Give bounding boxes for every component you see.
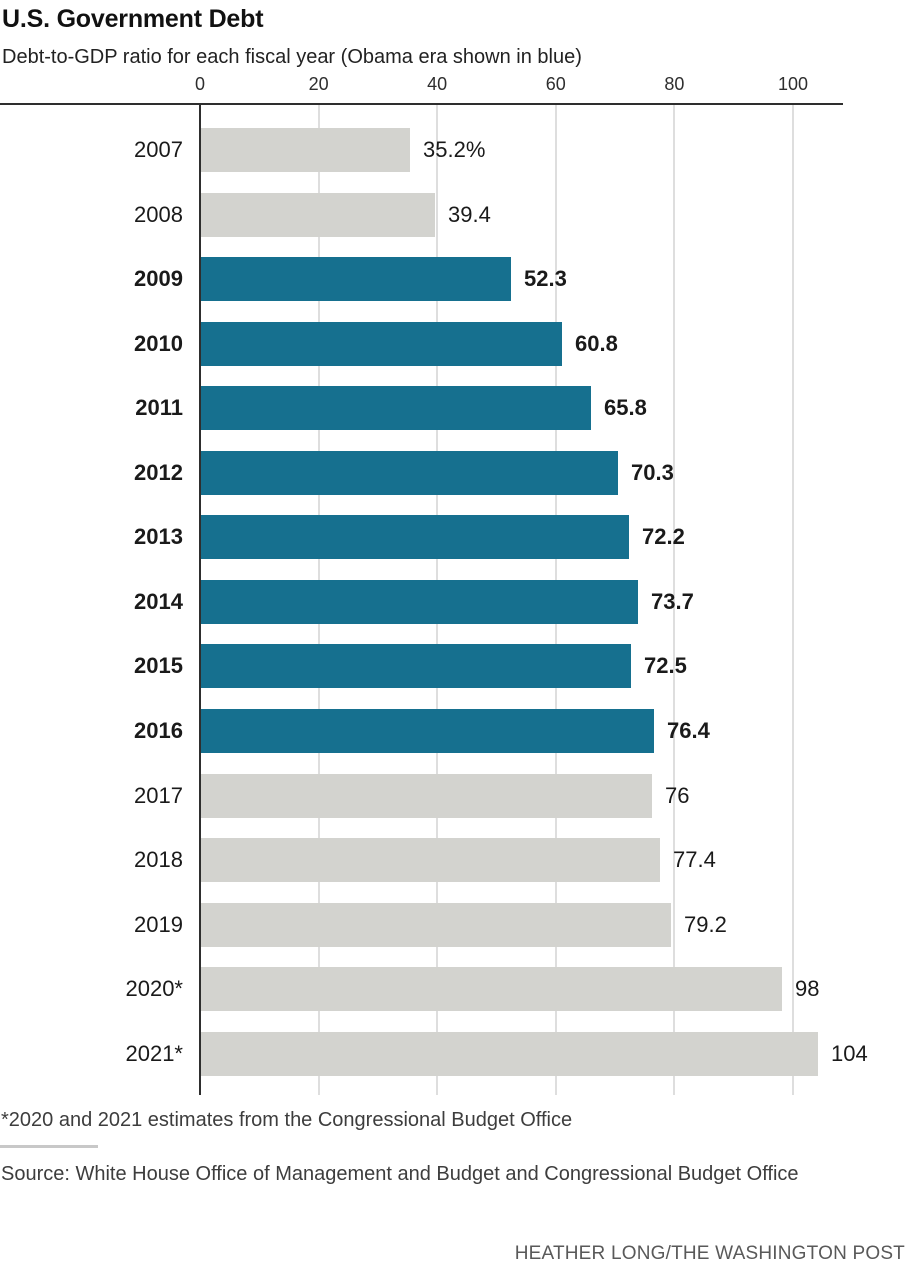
- y-axis-line: [199, 105, 201, 1095]
- value-label-2020: 98: [795, 976, 820, 1001]
- bar-2013: [201, 515, 629, 559]
- year-label-2009: 2009: [134, 266, 183, 291]
- year-label-2007: 2007: [134, 137, 183, 162]
- year-label-2020: 2020*: [125, 976, 183, 1001]
- bar-2012: [201, 451, 618, 495]
- value-label-2017: 76: [665, 783, 690, 808]
- year-label-2008: 2008: [134, 202, 183, 227]
- year-label-2014: 2014: [134, 589, 183, 614]
- value-label-2021: 104: [831, 1041, 868, 1066]
- source-line: Source: White House Office of Management…: [1, 1163, 799, 1185]
- value-label-2012: 70.3: [631, 460, 674, 485]
- bar-2017: [201, 774, 652, 818]
- x-tick-label-0: 0: [194, 74, 206, 94]
- value-label-2010: 60.8: [575, 331, 618, 356]
- value-label-2016: 76.4: [667, 718, 710, 743]
- value-label-2013: 72.2: [642, 524, 685, 549]
- year-label-2016: 2016: [134, 718, 183, 743]
- year-label-2015: 2015: [134, 653, 183, 678]
- footer-divider: [0, 1145, 98, 1148]
- bar-2018: [201, 838, 660, 882]
- bar-2021: [201, 1032, 818, 1076]
- year-label-2012: 2012: [134, 460, 183, 485]
- value-label-2018: 77.4: [673, 847, 716, 872]
- x-tick-label-80: 80: [664, 74, 685, 94]
- value-label-2008: 39.4: [448, 202, 491, 227]
- year-label-2019: 2019: [134, 912, 183, 937]
- year-label-2013: 2013: [134, 524, 183, 549]
- bar-2015: [201, 644, 631, 688]
- x-tick-label-100: 100: [777, 74, 809, 94]
- year-label-2017: 2017: [134, 783, 183, 808]
- byline-credit: HEATHER LONG/THE WASHINGTON POST: [514, 1243, 905, 1264]
- chart-subtitle: Debt-to-GDP ratio for each fiscal year (…: [2, 46, 582, 68]
- x-tick-label-60: 60: [545, 74, 566, 94]
- year-label-2021: 2021*: [125, 1041, 183, 1066]
- bar-2008: [201, 193, 435, 237]
- bar-2020: [201, 967, 782, 1011]
- bar-2014: [201, 580, 638, 624]
- bar-2011: [201, 386, 591, 430]
- value-label-2019: 79.2: [684, 912, 727, 937]
- value-label-2015: 72.5: [644, 653, 687, 678]
- year-label-2010: 2010: [134, 331, 183, 356]
- bar-2010: [201, 322, 562, 366]
- bar-2016: [201, 709, 654, 753]
- bar-2019: [201, 903, 671, 947]
- value-label-2014: 73.7: [651, 589, 694, 614]
- x-tick-label-40: 40: [427, 74, 448, 94]
- bar-2009: [201, 257, 511, 301]
- bar-2007: [201, 128, 410, 172]
- gridline-80: [673, 105, 676, 1095]
- top-axis-line: [0, 103, 843, 105]
- x-tick-label-20: 20: [308, 74, 329, 94]
- year-label-2011: 2011: [135, 395, 183, 420]
- gridline-100: [792, 105, 794, 1095]
- year-label-2018: 2018: [134, 847, 183, 872]
- value-label-2007: 35.2%: [423, 137, 486, 162]
- chart-footnote: *2020 and 2021 estimates from the Congre…: [1, 1109, 573, 1131]
- page-title: U.S. Government Debt: [2, 5, 264, 33]
- value-label-2009: 52.3: [524, 266, 567, 291]
- value-label-2011: 65.8: [604, 395, 647, 420]
